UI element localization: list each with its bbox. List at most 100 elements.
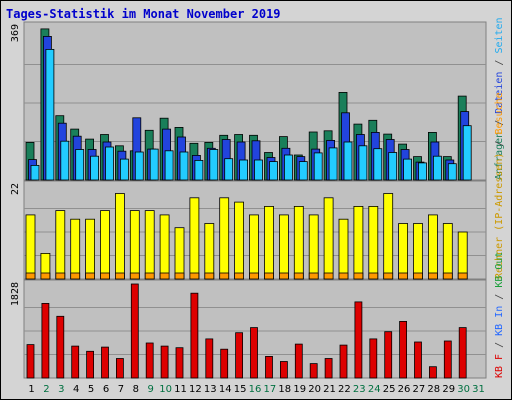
bar-seiten-20 <box>313 152 323 181</box>
legend-entry: / <box>494 135 505 153</box>
bar-seiten-2 <box>45 49 55 181</box>
bar-besuche-2 <box>40 272 51 280</box>
bar-seiten-7 <box>120 158 129 181</box>
x-label-4: 4 <box>73 384 79 395</box>
bar-kb-f-10 <box>160 345 169 379</box>
legend-top: Anfragen / Dateien / Seiten <box>494 17 505 180</box>
bar-kb-f-29 <box>443 340 452 379</box>
bar-seiten-5 <box>90 155 99 181</box>
bar-kb-f-8 <box>130 283 139 379</box>
x-label-23: 23 <box>353 384 366 395</box>
bar-kb-f-9 <box>145 342 154 379</box>
bar-kb-f-25 <box>384 331 393 379</box>
bar-kb-f-4 <box>71 345 80 379</box>
x-label-27: 27 <box>413 384 426 395</box>
panel-top <box>23 21 487 181</box>
chart-panels <box>23 21 487 379</box>
bar-kb-f-16 <box>250 327 258 379</box>
bar-kb-f-3 <box>56 315 65 379</box>
x-label-2: 2 <box>43 384 49 395</box>
bar-seiten-26 <box>403 158 413 181</box>
bar-besuche-25 <box>383 272 394 280</box>
bar-rechner-7 <box>115 193 125 280</box>
x-label-8: 8 <box>133 384 139 395</box>
bar-rechner-5 <box>85 218 95 280</box>
x-label-7: 7 <box>118 384 124 395</box>
bar-besuche-8 <box>129 272 140 280</box>
x-label-10: 10 <box>159 384 172 395</box>
bar-kb-f-15 <box>235 332 244 379</box>
bar-besuche-24 <box>368 272 379 280</box>
x-label-1: 1 <box>28 384 34 395</box>
panel-middle <box>23 180 487 280</box>
bar-rechner-3 <box>55 210 66 280</box>
bar-kb-f-12 <box>190 292 199 379</box>
bar-besuche-28 <box>427 272 438 280</box>
bar-besuche-4 <box>70 272 81 280</box>
bar-kb-f-5 <box>86 350 94 379</box>
bar-seiten-3 <box>60 140 70 181</box>
x-label-12: 12 <box>189 384 202 395</box>
bar-kb-f-11 <box>175 347 184 379</box>
legend-entry: / <box>494 114 505 132</box>
x-label-13: 13 <box>204 384 217 395</box>
bar-rechner-20 <box>308 214 319 280</box>
bar-rechner-24 <box>368 205 379 280</box>
y-max-label: 1828 <box>10 282 21 306</box>
bar-rechner-12 <box>189 197 200 280</box>
bar-rechner-6 <box>100 210 110 280</box>
bar-rechner-18 <box>278 214 289 280</box>
bar-besuche-3 <box>55 272 66 280</box>
x-label-19: 19 <box>293 384 306 395</box>
y-max-label: 22 <box>10 183 21 195</box>
bar-seiten-11 <box>179 151 189 181</box>
x-label-11: 11 <box>174 384 187 395</box>
bar-kb-f-23 <box>354 301 363 379</box>
x-label-14: 14 <box>219 384 232 395</box>
bar-kb-f-26 <box>399 320 408 379</box>
bar-kb-f-18 <box>279 361 288 379</box>
legend-entry: / <box>494 288 505 306</box>
bar-besuche-18 <box>278 272 289 280</box>
bar-seiten-24 <box>373 148 383 181</box>
bar-besuche-14 <box>219 272 230 280</box>
bar-seiten-27 <box>418 162 427 181</box>
bar-rechner-15 <box>234 201 245 280</box>
legend-entry: KB F <box>494 354 505 378</box>
x-label-20: 20 <box>308 384 321 395</box>
bar-besuche-21 <box>323 272 334 280</box>
legend-entry: Rechner (IP-Adressen) <box>494 153 505 279</box>
bar-rechner-29 <box>442 223 453 280</box>
bar-kb-f-1 <box>26 344 35 379</box>
bar-besuche-16 <box>249 272 259 280</box>
bar-seiten-8 <box>134 151 144 181</box>
bar-besuche-17 <box>264 272 274 280</box>
bar-rechner-16 <box>249 214 259 280</box>
x-label-31: 31 <box>472 384 485 395</box>
bar-kb-f-17 <box>265 355 273 379</box>
bar-kb-f-6 <box>101 346 109 379</box>
x-label-25: 25 <box>383 384 396 395</box>
x-label-21: 21 <box>323 384 336 395</box>
bar-kb-f-22 <box>339 344 348 379</box>
bar-seiten-19 <box>298 161 308 181</box>
bar-besuche-23 <box>353 272 364 280</box>
legend-bottom: KB F / KB In / KB Out <box>494 252 505 378</box>
bar-kb-f-7 <box>116 358 124 379</box>
bar-besuche-1 <box>25 272 36 280</box>
bar-seiten-13 <box>209 149 219 181</box>
x-label-26: 26 <box>398 384 411 395</box>
bar-kb-f-24 <box>369 338 378 379</box>
legend-entry: Seiten <box>494 17 505 53</box>
bar-rechner-9 <box>144 210 155 280</box>
bar-rechner-30 <box>457 231 468 280</box>
legend-entry: Anfragen <box>494 132 505 180</box>
x-label-24: 24 <box>368 384 381 395</box>
bar-seiten-10 <box>164 150 174 181</box>
legend-entry: KB In <box>494 306 505 336</box>
bar-rechner-11 <box>174 227 185 280</box>
bar-besuche-15 <box>234 272 245 280</box>
bar-seiten-16 <box>254 159 263 181</box>
bar-kb-f-30 <box>458 327 467 379</box>
chart-title: Tages-Statistik im Monat November 2019 <box>6 7 281 21</box>
